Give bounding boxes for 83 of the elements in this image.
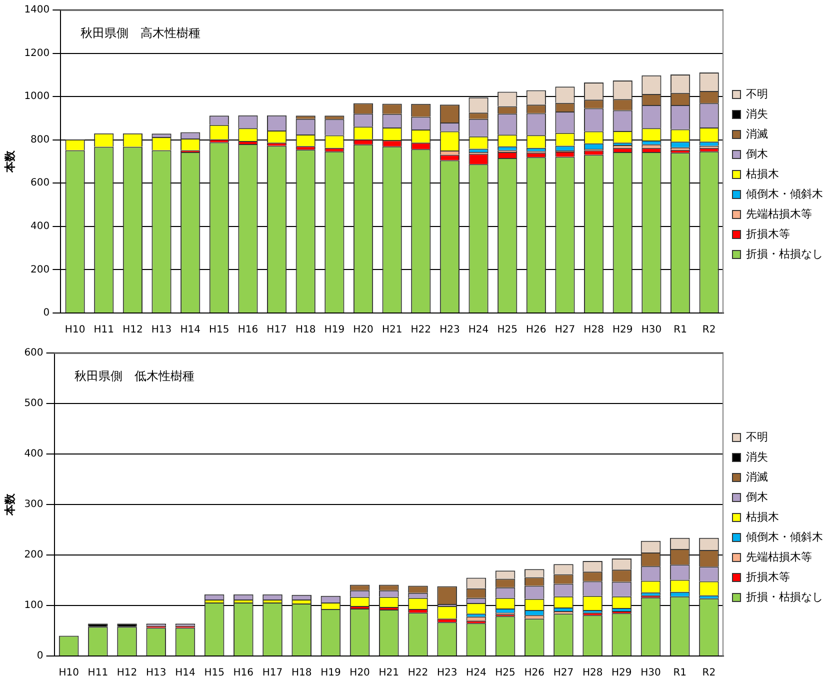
y-tick-label: 1200 (24, 48, 50, 59)
x-tick-label: H15 (204, 668, 224, 679)
x-tick-label: H30 (640, 668, 661, 679)
x-tick-label: H17 (266, 324, 287, 336)
x-tick-label: R2 (702, 324, 716, 336)
x-tick-label: H13 (146, 668, 166, 679)
x-tick-label: H24 (466, 668, 486, 679)
x-tick-label: H25 (497, 324, 518, 336)
y-axis-title: 本数 (3, 150, 16, 174)
legend-label: 折損木等 (746, 570, 790, 584)
x-tick-label: H29 (612, 668, 632, 679)
legend-label: 倒木 (746, 490, 768, 504)
x-tick-label: H14 (175, 668, 196, 679)
y-tick-label: 500 (24, 398, 44, 410)
y-tick-label: 0 (36, 650, 44, 662)
x-tick-label: H23 (436, 668, 458, 679)
x-tick-label: H12 (122, 324, 143, 336)
x-tick-label: H27 (554, 324, 576, 336)
x-tick-label: H22 (410, 324, 432, 336)
legend-label: 枯損木 (746, 510, 779, 524)
x-tick-label: H10 (64, 324, 86, 336)
x-tick-label: H25 (495, 668, 516, 679)
y-axis-title: 本数 (3, 492, 16, 516)
y-tick-label: 600 (24, 348, 44, 359)
x-tick-label: H19 (324, 324, 345, 336)
y-tick-label: 600 (30, 178, 50, 189)
y-tick-label: 0 (43, 308, 50, 319)
legend-label: 折損・枯損なし (746, 247, 823, 260)
legend-label: 先端枯損木等 (746, 550, 812, 564)
x-tick-label: H12 (116, 668, 138, 679)
y-tick-label: 1400 (24, 4, 50, 16)
x-tick-label: H28 (584, 324, 604, 336)
x-tick-label: H26 (524, 668, 544, 679)
x-tick-label: R1 (673, 668, 687, 679)
x-tick-label: H18 (291, 668, 312, 679)
y-tick-label: 200 (30, 264, 50, 276)
x-tick-label: H13 (151, 324, 172, 336)
text: 秋田県側 高木性樹種 (80, 26, 201, 40)
x-tick-label: H30 (641, 324, 662, 336)
legend-label: 傾倒木・傾斜木 (746, 530, 823, 544)
y-tick-label: 300 (24, 499, 44, 510)
x-tick-label: H11 (94, 324, 114, 336)
legend-label: 不明 (746, 87, 768, 100)
legend-label: 消滅 (746, 127, 768, 140)
x-tick-label: R1 (674, 324, 687, 336)
x-tick-label: H16 (238, 324, 258, 336)
x-tick-label: H10 (58, 668, 79, 679)
text: 秋田県側 低木性樹種 (74, 369, 194, 384)
x-tick-label: H18 (295, 324, 316, 336)
y-tick-label: 100 (24, 600, 44, 612)
x-tick-label: H21 (382, 324, 402, 336)
x-tick-label: H23 (440, 324, 460, 336)
legend-label: 消失 (746, 450, 768, 464)
x-tick-label: H11 (88, 668, 108, 679)
x-tick-label: H28 (582, 668, 603, 679)
y-tick-label: 200 (24, 550, 44, 561)
x-tick-label: H20 (353, 324, 374, 336)
legend-label: 先端枯損木等 (746, 207, 812, 220)
x-tick-label: H22 (408, 668, 428, 679)
legend-label: 傾倒木・傾斜木 (746, 187, 823, 200)
legend-label: 枯損木 (746, 167, 779, 180)
x-tick-label: H26 (526, 324, 546, 336)
y-tick-label: 1000 (24, 91, 50, 102)
x-tick-label: H24 (468, 324, 489, 336)
x-tick-label: H15 (209, 324, 230, 336)
legend-label: 折損・枯損なし (746, 590, 823, 604)
legend-label: 折損木等 (746, 227, 790, 240)
x-tick-label: R2 (702, 668, 716, 679)
x-tick-label: H16 (233, 668, 254, 679)
legend-label: 倒木 (746, 147, 768, 160)
legend-label: 消滅 (746, 470, 768, 484)
x-tick-label: H19 (320, 668, 341, 679)
x-tick-label: H27 (553, 668, 574, 679)
x-tick-label: H17 (262, 668, 283, 679)
legend-label: 不明 (746, 430, 768, 444)
y-tick-label: 400 (24, 448, 44, 460)
y-tick-label: 800 (30, 134, 50, 146)
x-tick-label: H29 (612, 324, 633, 336)
x-tick-label: H21 (378, 668, 400, 679)
x-tick-label: H14 (180, 324, 200, 336)
y-tick-label: 400 (30, 221, 50, 232)
legend-label: 消失 (746, 107, 768, 120)
x-tick-label: H20 (350, 668, 370, 679)
